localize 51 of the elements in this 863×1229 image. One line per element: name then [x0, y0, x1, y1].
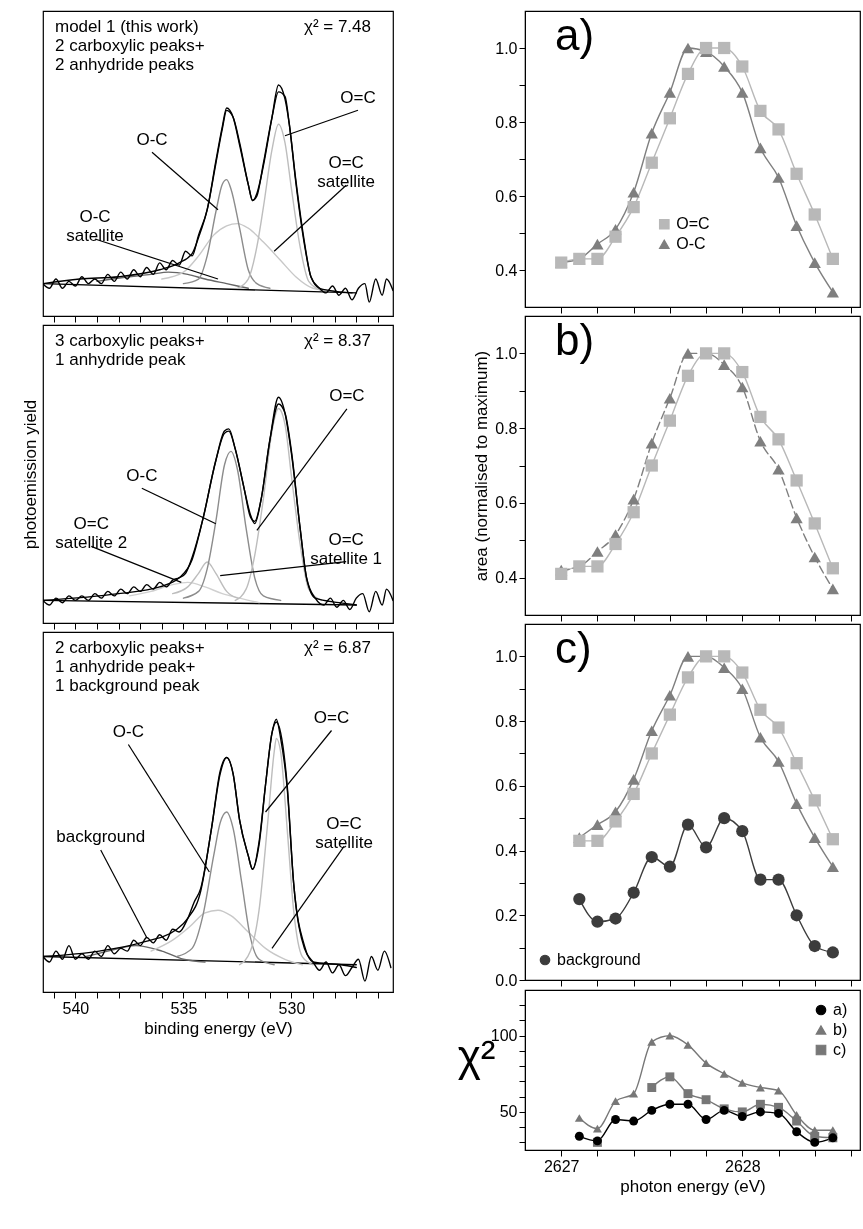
annotation: O=C — [340, 87, 376, 107]
annotation: O=C satellite — [315, 814, 373, 853]
legend-label: c) — [833, 1041, 847, 1058]
text: χ² = 8.37 — [303, 331, 371, 350]
annotation: O=C satellite 2 — [55, 514, 128, 553]
annotation: O=C — [329, 386, 365, 406]
annotation: O=C — [313, 708, 350, 727]
y-tick-label: 50 — [499, 1103, 518, 1121]
legend-label: background — [557, 951, 641, 968]
y-tick-label: 0.4 — [495, 842, 518, 860]
annotation: O=C satellite — [317, 153, 375, 192]
y-tick-label: 0.0 — [495, 971, 518, 989]
y-axis-title: photoemission yield — [20, 399, 40, 550]
text: χ² = 7.48 — [303, 17, 371, 36]
text: χ² = 6.87 — [303, 638, 371, 657]
x-axis-title: binding energy (eV) — [144, 1018, 293, 1038]
annotation: a) — [555, 10, 595, 59]
text: model 1 (this work) 2 carboxylic peaks+ 2 anhydride peaks — [55, 17, 205, 74]
y-tick-label: 1.0 — [495, 39, 518, 57]
x-tick-label: 540 — [62, 999, 90, 1017]
y-tick-label: 0.8 — [495, 419, 518, 437]
x-axis-title: photon energy (eV) — [620, 1176, 766, 1196]
y-tick-label: 0.4 — [495, 569, 518, 587]
y-tick-label: 0.8 — [495, 113, 518, 131]
text: 2 carboxylic peaks+ 1 anhydride peak+ 1 background peak — [55, 638, 205, 695]
annotation: O-C satellite — [66, 207, 124, 246]
text: 3 carboxylic peaks+ 1 anhydride peak — [55, 331, 205, 369]
x-tick-label: 2628 — [725, 1157, 761, 1175]
annotation: b) — [555, 315, 595, 364]
annotation: O-C — [136, 129, 168, 149]
y-tick-label: 0.2 — [495, 906, 518, 924]
annotation: O-C — [112, 722, 144, 741]
legend-label: O=C — [676, 215, 710, 233]
y-axis-title: area (normalised to maximum) — [472, 350, 492, 582]
legend-label: b) — [833, 1021, 848, 1038]
annotation: c) — [555, 623, 592, 672]
y-tick-label: 0.6 — [495, 494, 518, 512]
x-tick-label: 535 — [170, 999, 198, 1017]
legend-label: O-C — [676, 235, 706, 253]
annotation: O=C satellite 1 — [310, 529, 383, 568]
y-tick-label: 0.4 — [495, 261, 518, 279]
x-tick-label: 2627 — [543, 1157, 580, 1175]
y-tick-label: 1.0 — [495, 647, 518, 665]
annotation: O-C — [126, 465, 158, 485]
y-tick-label: 1.0 — [495, 344, 518, 362]
y-tick-label: 0.6 — [495, 187, 518, 205]
annotation: background — [56, 827, 146, 847]
legend-label: a) — [833, 1001, 848, 1018]
x-tick-label: 530 — [278, 999, 306, 1017]
y-tick-label: 0.6 — [495, 777, 518, 795]
y-tick-label: 0.8 — [495, 712, 518, 730]
